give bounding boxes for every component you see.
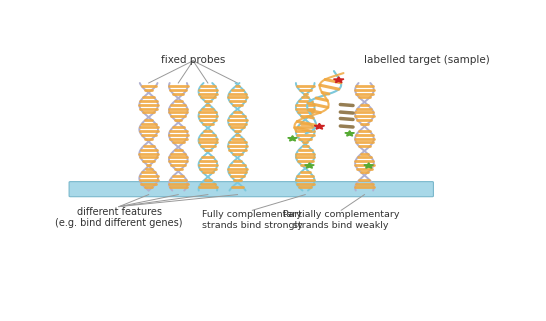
Text: Partially complementary
strands bind weakly: Partially complementary strands bind wea… bbox=[283, 210, 400, 230]
Text: fixed probes: fixed probes bbox=[161, 55, 225, 65]
Text: different features
(e.g. bind different genes): different features (e.g. bind different … bbox=[55, 207, 183, 228]
Polygon shape bbox=[288, 136, 298, 141]
Polygon shape bbox=[345, 131, 354, 136]
Text: Fully complementary
strands bind strongly: Fully complementary strands bind strongl… bbox=[202, 210, 302, 230]
Text: labelled target (sample): labelled target (sample) bbox=[365, 55, 490, 65]
Polygon shape bbox=[305, 163, 314, 168]
FancyBboxPatch shape bbox=[69, 182, 434, 197]
Polygon shape bbox=[314, 123, 325, 129]
Polygon shape bbox=[334, 77, 344, 82]
Polygon shape bbox=[364, 163, 373, 168]
